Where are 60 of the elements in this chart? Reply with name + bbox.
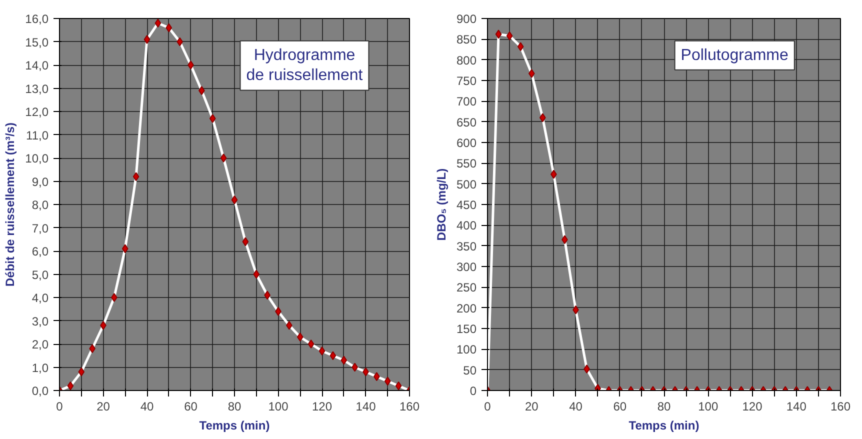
x-tick-label: 140 (356, 400, 376, 414)
x-tick-label: 0 (484, 400, 492, 414)
x-tick-label: 120 (312, 400, 332, 414)
x-tick-label: 20 (524, 400, 539, 414)
x-tick-label: 60 (613, 400, 627, 414)
y-tick-label: 3,0 (32, 314, 49, 328)
x-tick-label: 120 (742, 400, 763, 414)
y-tick-label: 100 (456, 342, 477, 357)
y-tick-label: 9,0 (32, 174, 49, 189)
x-tick-label: 40 (140, 400, 154, 414)
y-tick-label: 250 (456, 280, 477, 295)
x-tick-label: 100 (268, 400, 289, 414)
y-tick-label: 800 (456, 53, 477, 68)
y-tick-label: 550 (456, 156, 477, 171)
x-tick-label: 20 (96, 400, 110, 414)
x-tick-label: 160 (399, 400, 420, 414)
y-tick-label: 5,0 (32, 268, 49, 282)
y-tick-label: 650 (456, 115, 477, 130)
y-tick-label: 2,0 (32, 338, 49, 352)
y-tick-label: 6,0 (32, 244, 49, 258)
x-axis-title: Temps (min) (628, 418, 700, 432)
y-tick-label: 8,0 (32, 198, 49, 212)
x-tick-label: 80 (228, 400, 242, 414)
y-tick-label: 450 (456, 198, 477, 212)
y-tick-label: 4,0 (32, 291, 49, 305)
y-tick-label: 0 (470, 384, 477, 398)
annotation: Pollutogramme (680, 46, 788, 64)
y-tick-label: 15,0 (25, 35, 49, 50)
x-tick-label: 0 (56, 400, 64, 414)
y-tick-label: 700 (456, 94, 477, 109)
y-tick-label: 16,0 (25, 12, 49, 26)
y-tick-label: 0,0 (32, 384, 49, 398)
x-tick-label: 160 (830, 400, 851, 414)
y-tick-label: 750 (456, 74, 477, 88)
y-tick-label: 850 (456, 32, 477, 47)
y-tick-label: 600 (456, 136, 477, 150)
x-tick-label: 140 (786, 400, 807, 414)
annotation: Hydrogramme de ruissellement (246, 46, 364, 84)
y-tick-label: 10,0 (25, 152, 49, 166)
x-tick-label: 100 (698, 400, 718, 414)
y-axis-title: DBO₅ (mg/L) (434, 168, 448, 241)
y-tick-label: 14,0 (25, 58, 49, 72)
x-axis-title: Temps (min) (199, 418, 270, 432)
y-tick-label: 7,0 (32, 221, 49, 236)
x-tick-label: 80 (657, 400, 671, 414)
y-tick-label: 150 (456, 322, 477, 336)
y-tick-label: 1,0 (32, 360, 49, 375)
y-tick-label: 400 (456, 218, 477, 233)
y-tick-label: 12,0 (25, 105, 49, 119)
y-tick-label: 11,0 (26, 128, 49, 142)
y-tick-label: 500 (456, 177, 477, 192)
x-tick-label: 60 (184, 400, 198, 414)
y-axis-title: Débit de ruissellement (m³/s) (3, 122, 18, 287)
y-tick-label: 50 (463, 363, 477, 378)
x-tick-label: 40 (569, 400, 583, 414)
y-tick-label: 350 (456, 239, 477, 254)
y-tick-label: 900 (456, 12, 477, 26)
y-tick-label: 300 (456, 260, 477, 274)
y-tick-label: 200 (456, 301, 477, 316)
y-tick-label: 13,0 (25, 82, 49, 96)
